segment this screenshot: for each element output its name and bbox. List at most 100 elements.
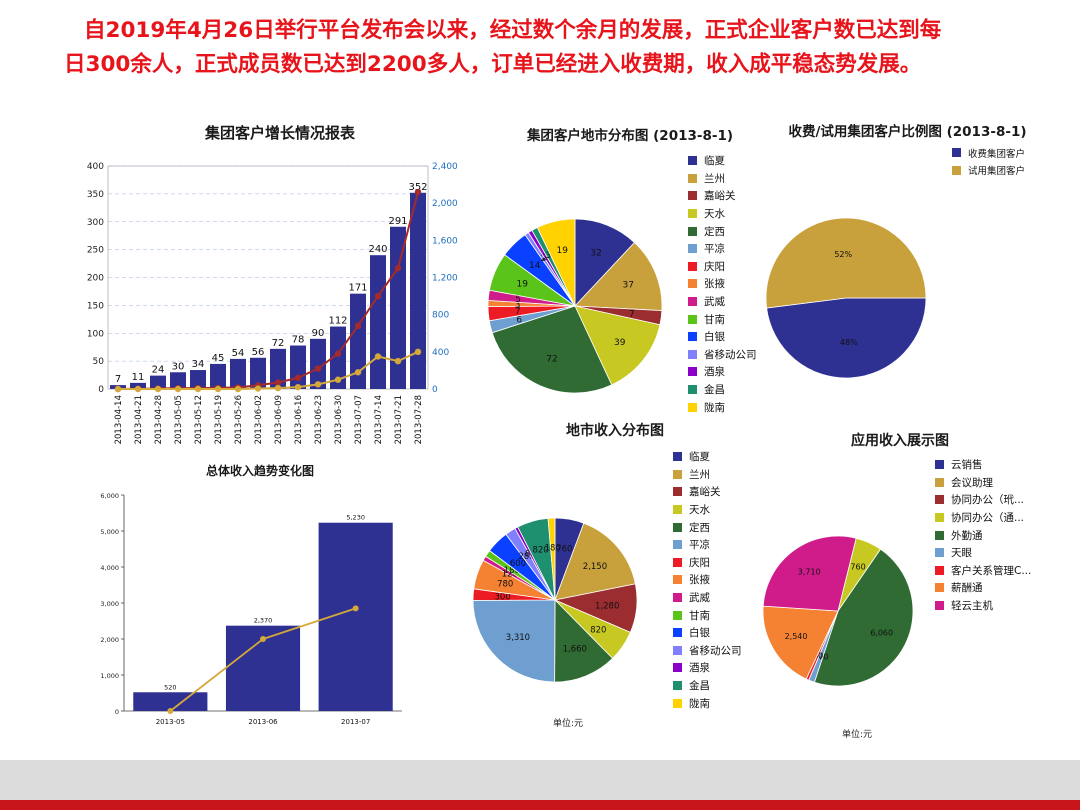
- headline-line-2: 日300余人，正式成员数已达到2200多人，订单已经进入收费期，收入成平稳态势发…: [64, 52, 922, 77]
- city-revenue-legend-swatch: [673, 575, 682, 585]
- growth-point-b: [194, 385, 202, 393]
- city-revenue-legend-swatch: [673, 698, 682, 708]
- growth-point-b: [174, 385, 182, 393]
- city-distribution-slice: [574, 305, 661, 386]
- trend-point: [167, 708, 174, 714]
- city-distribution-legend-swatch: [688, 261, 697, 271]
- growth-bar-label: 352: [408, 182, 427, 193]
- city-distribution-legend-label: 金昌: [704, 384, 725, 397]
- city-revenue-legend-label: 临夏: [689, 451, 710, 464]
- growth-point-b: [114, 385, 122, 393]
- city-distribution-legend-item: 张掖: [688, 275, 757, 293]
- trend-bar-label: 2,370: [254, 617, 273, 625]
- growth-chart-title: 集团客户增长情况报表: [204, 124, 355, 142]
- city-distribution-legend-label: 陇南: [704, 401, 725, 414]
- growth-x-tick-label: 2013-04-14: [114, 395, 124, 444]
- city-revenue-legend-swatch: [673, 628, 682, 638]
- city-distribution-legend-swatch: [688, 332, 697, 342]
- city-revenue-legend-label: 张掖: [689, 574, 710, 587]
- app-revenue-legend: 云销售 会议助理 协同办公（玳... 协同办公（通... 外勤通 天眼 客户关系管理C...…: [935, 456, 1031, 614]
- growth-x-tick-label: 2013-05-19: [214, 395, 224, 444]
- app-revenue-legend-item: 轻云主机: [935, 597, 1031, 615]
- city-distribution-legend-label: 天水: [704, 208, 725, 221]
- city-revenue-legend-item: 酒泉: [673, 659, 742, 677]
- growth-x-tick-label: 2013-05-26: [234, 395, 244, 444]
- growth-x-tick-label: 2013-06-23: [314, 395, 324, 444]
- app-revenue-legend-swatch: [935, 548, 944, 558]
- city-distribution-slice: [574, 218, 636, 308]
- growth-point-a: [374, 292, 382, 300]
- growth-series-line-b: [118, 350, 419, 390]
- growth-x-tick-label: 2013-06-09: [274, 395, 284, 444]
- paid-trial-ratio-title: 收费/试用集团客户比例图 (2013-8-1): [788, 124, 1027, 140]
- city-revenue-legend-swatch: [673, 557, 682, 567]
- city-revenue-legend-swatch: [673, 593, 682, 603]
- city-revenue-legend-item: 金昌: [673, 677, 742, 695]
- city-revenue-legend-label: 庆阳: [689, 556, 710, 569]
- growth-point-a: [314, 365, 322, 372]
- app-revenue-legend-item: 云销售: [935, 456, 1031, 474]
- growth-bar-label: 34: [192, 359, 205, 370]
- city-revenue-legend-swatch: [673, 505, 682, 515]
- city-revenue-legend-label: 武威: [689, 592, 710, 605]
- city-distribution-legend-item: 金昌: [688, 381, 757, 399]
- city-distribution-legend-label: 武威: [704, 296, 725, 309]
- footer-line: [0, 800, 1080, 810]
- growth-point-b: [254, 385, 262, 392]
- city-distribution-slice-label: 37: [623, 281, 634, 291]
- growth-x-tick-label: 2013-05-05: [174, 395, 184, 444]
- growth-y2-tick-label: 0: [432, 385, 438, 395]
- city-distribution-legend-item: 天水: [688, 205, 757, 223]
- app-revenue-legend-item: 天眼: [935, 544, 1031, 562]
- app-revenue-legend-item: 会议助理: [935, 474, 1031, 492]
- app-revenue-legend-item: 客户关系管理C...: [935, 562, 1031, 580]
- growth-bar: [230, 358, 246, 389]
- city-distribution-legend-item: 嘉峪关: [688, 187, 757, 205]
- growth-bar: [390, 226, 406, 389]
- city-distribution-slice-label: 7: [515, 307, 521, 317]
- app-revenue-slice: [762, 605, 839, 680]
- growth-bar-label: 72: [272, 338, 285, 349]
- city-distribution-legend-item: 临夏: [688, 152, 757, 170]
- city-revenue-legend-label: 兰州: [689, 468, 710, 481]
- city-revenue-legend-label: 定西: [689, 521, 710, 534]
- app-revenue-legend-item: 薪酬通: [935, 579, 1031, 597]
- app-revenue-legend-label: 外勤通: [951, 529, 983, 542]
- city-distribution-legend-swatch: [688, 244, 697, 254]
- growth-point-b: [154, 385, 162, 393]
- city-distribution-legend-item: 庆阳: [688, 258, 757, 276]
- growth-x-tick-label: 2013-05-12: [194, 395, 204, 444]
- city-revenue-slice: [554, 599, 614, 683]
- city-distribution-legend-swatch: [688, 314, 697, 324]
- growth-bar-label: 90: [312, 328, 325, 339]
- paid-trial-ratio-legend-swatch: [952, 165, 961, 175]
- city-revenue-legend-swatch: [673, 522, 682, 532]
- app-revenue-legend-swatch: [935, 495, 944, 505]
- city-revenue-legend-item: 省移动公司: [673, 642, 742, 660]
- city-distribution-legend-swatch: [688, 156, 697, 166]
- growth-point-a: [294, 374, 302, 382]
- city-distribution-slice-label: 3: [515, 300, 521, 310]
- city-distribution-slice-label: 14: [529, 261, 541, 271]
- city-revenue-slice-label: 2,150: [583, 562, 607, 572]
- trend-point: [260, 636, 266, 642]
- growth-bar-label: 24: [152, 365, 165, 376]
- app-revenue-legend-label: 云销售: [951, 459, 983, 472]
- growth-y2-tick-label: 2,000: [432, 199, 458, 209]
- growth-point-b: [134, 385, 142, 393]
- growth-y-tick-label: 100: [87, 329, 104, 339]
- city-revenue-legend-swatch: [673, 469, 682, 479]
- app-revenue-slice-label: 80: [813, 652, 823, 661]
- growth-point-a: [274, 379, 282, 386]
- growth-bar-label: 45: [212, 353, 225, 364]
- city-revenue-legend-item: 平凉: [673, 536, 742, 554]
- growth-y-tick-label: 300: [87, 218, 104, 228]
- app-revenue-legend-swatch: [935, 565, 944, 575]
- trend-y-tick-label: 4,000: [100, 564, 119, 572]
- app-revenue-legend-label: 天眼: [951, 547, 972, 560]
- growth-point-a: [354, 322, 362, 330]
- growth-x-tick-label: 2013-07-21: [394, 395, 404, 444]
- city-revenue-legend-item: 定西: [673, 518, 742, 536]
- growth-point-a: [414, 188, 422, 196]
